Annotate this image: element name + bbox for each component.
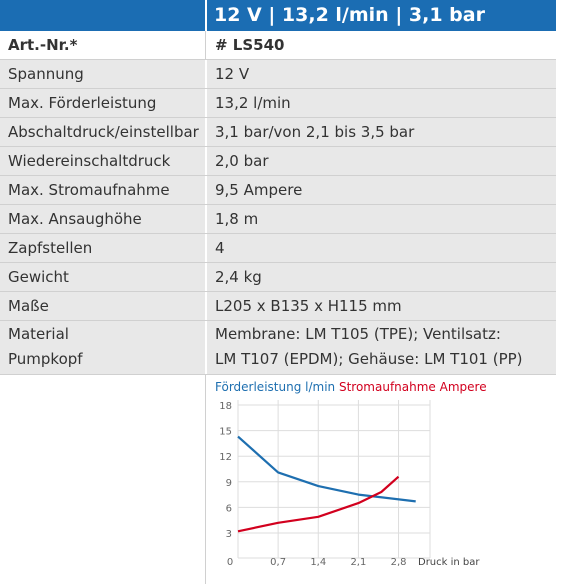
spec-label: Spannung <box>8 65 84 83</box>
flow-series-line <box>237 435 416 503</box>
spec-label: Gewicht <box>8 268 69 286</box>
spec-value: 2,4 kg <box>215 268 262 286</box>
spec-row-masse: Maße L205 x B135 x H115 mm <box>0 292 556 321</box>
spec-label-line1: Material <box>8 325 69 343</box>
spec-row-art-nr: Art.-Nr.* # LS540 <box>0 31 556 60</box>
legend-current: Stromaufnahme Ampere <box>338 380 487 394</box>
column-divider <box>205 31 206 59</box>
spec-value: 3,1 bar/von 2,1 bis 3,5 bar <box>215 123 415 141</box>
spec-row-foerderleistung: Max. Förderleistung 13,2 l/min <box>0 89 556 118</box>
spec-label: Max. Förderleistung <box>8 94 157 112</box>
spec-value-line1: Membrane: LM T105 (TPE); Ventilsatz: <box>215 325 501 343</box>
spec-value-line2: LM T107 (EPDM); Gehäuse: LM T101 (PP) <box>215 350 523 368</box>
column-divider <box>205 89 207 117</box>
performance-chart-area: Förderleistung l/min Stromaufnahme Amper… <box>0 375 556 584</box>
spec-value: 1,8 m <box>215 210 259 228</box>
x-tick-label: 2,1 <box>350 557 366 568</box>
spec-row-material: Material Pumpkopf Membrane: LM T105 (TPE… <box>0 321 556 375</box>
spec-row-wiedereinschaltdruck: Wiedereinschaltdruck 2,0 bar <box>0 147 556 176</box>
y-tick-label: 18 <box>219 401 232 412</box>
column-divider <box>205 292 207 320</box>
spec-row-abschaltdruck: Abschaltdruck/einstellbar 3,1 bar/von 2,… <box>0 118 556 147</box>
column-divider <box>205 60 207 88</box>
spec-label: Art.-Nr.* <box>8 36 78 54</box>
spec-value: 13,2 l/min <box>215 94 291 112</box>
column-divider <box>205 147 207 175</box>
column-divider <box>205 176 207 204</box>
spec-label: Max. Stromaufnahme <box>8 181 170 199</box>
y-tick-label: 6 <box>226 503 232 514</box>
column-divider <box>205 118 207 146</box>
spec-value: L205 x B135 x H115 mm <box>215 297 402 315</box>
x-axis-label: Druck in bar <box>418 557 480 568</box>
spec-label: Max. Ansaughöhe <box>8 210 142 228</box>
spec-label: Zapfstellen <box>8 239 93 257</box>
x-tick-label: 0 <box>227 557 233 568</box>
x-tick-label: 1,4 <box>310 557 326 568</box>
header-title: 12 V | 13,2 l/min | 3,1 bar <box>207 0 556 31</box>
spec-value: 4 <box>215 239 225 257</box>
performance-chart: 3 6 9 12 15 18 0 0,7 1,4 2,1 2,8 Druck in bar <box>219 400 480 568</box>
x-tick-label: 0,7 <box>270 557 286 568</box>
spec-row-spannung: Spannung 12 V <box>0 60 556 89</box>
y-tick-label: 15 <box>219 427 232 438</box>
page-right-margin <box>556 0 563 584</box>
spec-row-zapfstellen: Zapfstellen 4 <box>0 234 556 263</box>
x-tick-label: 2,8 <box>391 557 407 568</box>
y-tick-label: 12 <box>219 452 232 463</box>
legend-flow: Förderleistung l/min <box>215 380 336 394</box>
spec-row-gewicht: Gewicht 2,4 kg <box>0 263 556 292</box>
column-divider <box>205 234 207 262</box>
chart-legend: Förderleistung l/min Stromaufnahme Amper… <box>215 380 487 394</box>
column-divider <box>205 321 207 374</box>
y-tick-label: 9 <box>226 478 232 489</box>
spec-value: # LS540 <box>215 36 285 54</box>
spec-label: Wiedereinschaltdruck <box>8 152 171 170</box>
spec-row-ansaughoehe: Max. Ansaughöhe 1,8 m <box>0 205 556 234</box>
spec-row-stromaufnahme: Max. Stromaufnahme 9,5 Ampere <box>0 176 556 205</box>
spec-label: Maße <box>8 297 49 315</box>
spec-value: 2,0 bar <box>215 152 269 170</box>
column-divider <box>205 375 206 584</box>
spec-label: Abschaltdruck/einstellbar <box>8 123 199 141</box>
header-left-block <box>0 0 205 31</box>
column-divider <box>205 205 207 233</box>
column-divider <box>205 263 207 291</box>
spec-label-line2: Pumpkopf <box>8 350 83 368</box>
y-tick-label: 3 <box>226 529 232 540</box>
spec-value: 9,5 Ampere <box>215 181 303 199</box>
spec-value: 12 V <box>215 65 250 83</box>
current-series-line <box>237 475 400 533</box>
